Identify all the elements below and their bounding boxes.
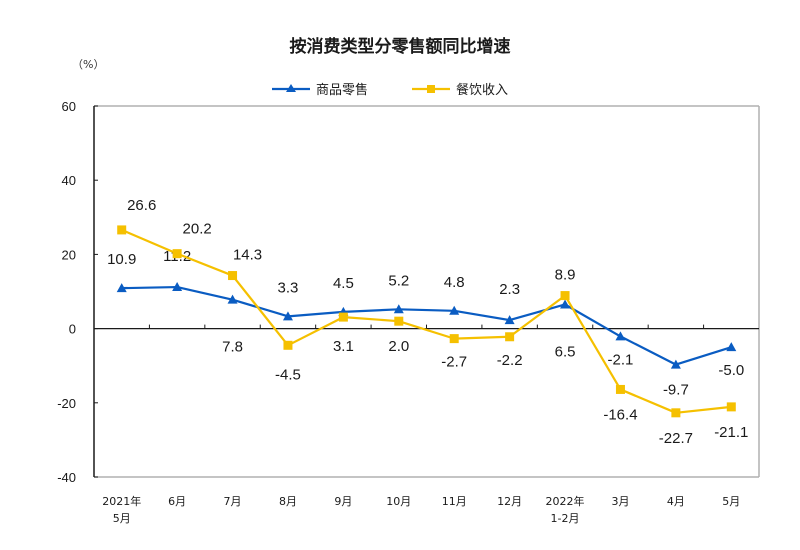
y-tick-label: -40 (57, 470, 76, 485)
data-label: -2.1 (608, 351, 634, 368)
data-point-square (228, 271, 238, 281)
data-label: -2.7 (441, 354, 467, 371)
data-label: 8.9 (555, 267, 576, 284)
data-point-square (615, 384, 625, 394)
data-point-square (338, 312, 348, 322)
y-tick-label: -20 (57, 396, 76, 411)
data-point-triangle (282, 311, 293, 321)
data-point-square (394, 316, 404, 326)
data-point-triangle (116, 283, 127, 293)
data-label: 26.6 (127, 197, 156, 214)
chart-title: 按消费类型分零售额同比增速 (290, 36, 511, 57)
legend-label: 商品零售 (316, 82, 368, 98)
series-line-goods-retail (121, 285, 732, 366)
data-label: -2.2 (497, 352, 523, 369)
data-label: 20.2 (183, 221, 212, 238)
data-label: -21.1 (714, 424, 748, 441)
x-tick-label: 10月 (386, 495, 411, 508)
data-label: 4.5 (333, 275, 354, 292)
x-tick-label: 2021年 5月 (102, 494, 141, 525)
data-point-square (283, 340, 293, 350)
data-label: 2.0 (388, 338, 409, 355)
data-label: 4.8 (444, 274, 465, 291)
x-tick-label: 3月 (611, 495, 629, 508)
data-label: 5.2 (388, 272, 409, 289)
legend: 商品零售 餐饮收入 (272, 82, 508, 98)
data-point-square (172, 249, 182, 259)
x-tick-label: 9月 (334, 495, 352, 508)
data-point-square (671, 408, 681, 418)
data-point-triangle (504, 315, 515, 325)
x-tick-label: 12月 (497, 495, 522, 508)
data-label: -4.5 (275, 366, 301, 383)
data-point-square (449, 334, 459, 344)
data-label: 6.5 (555, 343, 576, 360)
y-tick-label: 20 (62, 247, 76, 262)
data-label: -9.7 (663, 382, 689, 399)
data-label: 3.1 (333, 338, 354, 355)
x-tick-label: 5月 (722, 495, 740, 508)
data-label: 7.8 (222, 339, 243, 356)
data-point-triangle (560, 299, 571, 309)
y-tick-label: 60 (62, 99, 76, 114)
data-point-triangle (449, 305, 460, 315)
data-label: 10.9 (107, 251, 136, 268)
y-tick-label: 0 (69, 322, 76, 337)
x-tick-label: 7月 (224, 495, 242, 508)
x-tick-label: 2022年 1-2月 (546, 494, 585, 525)
data-point-square (560, 291, 570, 301)
data-label: -5.0 (718, 362, 744, 379)
legend-square-icon (427, 85, 435, 93)
data-label: 14.3 (233, 247, 262, 264)
legend-triangle-icon (286, 84, 296, 92)
data-label: 2.3 (499, 281, 520, 298)
data-point-square (505, 332, 515, 342)
data-point-square (726, 402, 736, 412)
x-tick-label: 8月 (279, 495, 297, 508)
data-point-triangle (615, 331, 626, 341)
data-label: 3.3 (278, 279, 299, 296)
x-tick-label: 11月 (442, 495, 467, 508)
y-axis-unit-label: （%） (72, 58, 104, 71)
data-point-triangle (172, 282, 183, 292)
y-tick-label: 40 (62, 173, 76, 188)
data-point-triangle (726, 342, 737, 352)
data-point-triangle (227, 294, 238, 304)
legend-label: 餐饮收入 (456, 82, 508, 98)
x-tick-label: 6月 (168, 495, 186, 508)
series-line-catering (121, 228, 732, 414)
data-point-triangle (393, 304, 404, 314)
data-label: -22.7 (659, 430, 693, 447)
data-label: -16.4 (603, 406, 637, 423)
plot-area: 60 40 20 0 -20 -40 2021年 5月 6月 7月 8月 9月 10月 11月 12月 202… (57, 99, 760, 525)
data-point-triangle (670, 359, 681, 369)
x-tick-label: 4月 (667, 495, 685, 508)
data-point-square (117, 225, 127, 235)
